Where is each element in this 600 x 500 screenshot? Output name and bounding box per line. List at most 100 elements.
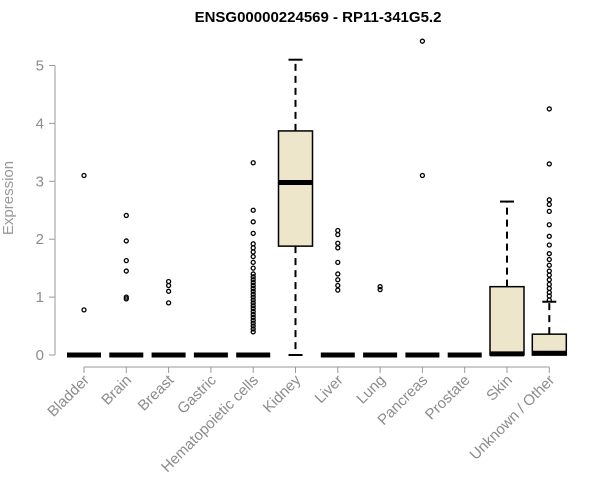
y-tick-label: 3 xyxy=(36,173,44,190)
outlier-point xyxy=(335,227,341,234)
outlier-point xyxy=(250,291,256,297)
outlier-point xyxy=(250,160,256,166)
outlier-point xyxy=(250,294,256,300)
outlier-point xyxy=(546,222,552,228)
outlier-point xyxy=(377,286,383,293)
y-tick-label: 1 xyxy=(36,289,44,306)
outlier-point xyxy=(250,253,256,260)
outlier-point xyxy=(250,259,256,266)
outlier-point xyxy=(250,297,256,303)
outlier-point xyxy=(546,161,552,167)
outlier-point xyxy=(546,197,552,203)
outlier-point xyxy=(546,285,552,292)
outlier-point xyxy=(335,245,341,251)
outlier-point xyxy=(250,277,256,283)
y-axis-label: Expression xyxy=(0,161,17,235)
x-tick-label: Bladder xyxy=(44,372,93,421)
outlier-point xyxy=(123,294,129,300)
outlier-point xyxy=(250,279,256,286)
outlier-point xyxy=(250,282,256,289)
y-tick-label: 5 xyxy=(36,58,44,75)
outlier-point xyxy=(250,249,256,255)
box-skin xyxy=(489,200,525,357)
box-brain xyxy=(109,212,144,358)
outlier-point xyxy=(546,268,552,274)
outlier-point xyxy=(123,257,129,264)
outlier-point xyxy=(250,329,256,335)
outlier-point xyxy=(250,317,256,323)
outlier-point xyxy=(165,278,172,285)
outlier-point xyxy=(419,172,426,179)
plot-area xyxy=(67,38,568,358)
outlier-point xyxy=(546,297,552,303)
outlier-point xyxy=(250,311,256,318)
outlier-point xyxy=(250,300,256,306)
outlier-point xyxy=(123,268,129,274)
box-lung xyxy=(363,284,398,358)
outlier-point xyxy=(546,208,552,215)
box-kidney xyxy=(277,58,314,356)
outlier-point xyxy=(250,230,256,237)
outlier-point xyxy=(165,282,172,289)
box-bladder xyxy=(67,172,101,358)
outlier-point xyxy=(123,238,129,244)
outlier-point xyxy=(81,307,87,313)
outlier-point xyxy=(250,274,256,280)
outlier-point xyxy=(250,303,256,309)
outlier-point xyxy=(250,323,256,329)
outlier-point xyxy=(335,231,341,238)
y-axis: 0 1 2 3 4 5 xyxy=(36,58,56,364)
outlier-point xyxy=(123,212,129,219)
box-breast xyxy=(151,278,186,358)
outlier-point xyxy=(546,242,552,248)
outlier-point xyxy=(250,320,256,326)
outlier-point xyxy=(81,172,87,179)
x-tick-label: Brain xyxy=(98,372,135,409)
outlier-point xyxy=(335,277,341,283)
outlier-point xyxy=(546,251,552,257)
box-liver xyxy=(320,227,355,358)
outlier-point xyxy=(250,271,256,277)
outlier-point xyxy=(546,289,552,296)
outlier-point xyxy=(250,288,256,294)
outlier-point xyxy=(419,38,426,44)
outlier-point xyxy=(335,259,341,266)
chart-title: ENSG00000224569 - RP11-341G5.2 xyxy=(195,9,442,26)
outlier-point xyxy=(250,308,256,315)
box-unknown-other xyxy=(531,106,568,356)
outlier-point xyxy=(335,287,341,293)
outlier-point xyxy=(335,240,341,246)
outlier-point xyxy=(335,282,341,289)
outlier-point xyxy=(250,306,256,312)
box-rect xyxy=(489,285,525,356)
outlier-point xyxy=(546,277,552,283)
outlier-point xyxy=(546,233,552,239)
x-tick-label: Breast xyxy=(135,371,178,414)
outlier-point xyxy=(546,281,552,288)
box-pancreas xyxy=(405,38,440,358)
outlier-point xyxy=(546,272,552,278)
x-tick-label: Prostate xyxy=(422,372,474,424)
outlier-point xyxy=(250,241,256,247)
x-tick-label: Skin xyxy=(483,372,516,405)
outlier-point xyxy=(165,300,172,306)
x-tick-label: Liver xyxy=(312,372,347,407)
outlier-point xyxy=(546,262,552,268)
outlier-point xyxy=(546,106,552,112)
outlier-point xyxy=(250,219,256,225)
outlier-point xyxy=(335,271,341,277)
outlier-point xyxy=(250,207,256,213)
box-hematopoietic-cells xyxy=(236,160,271,358)
y-tick-label: 0 xyxy=(36,347,44,364)
box-rect xyxy=(277,130,314,247)
outlier-point xyxy=(250,314,256,321)
outlier-point xyxy=(165,288,172,294)
outlier-point xyxy=(377,284,383,290)
y-tick-label: 4 xyxy=(36,115,44,132)
outlier-point xyxy=(250,245,256,251)
outlier-point xyxy=(546,256,552,263)
outlier-point xyxy=(250,265,256,271)
outlier-point xyxy=(250,326,256,332)
